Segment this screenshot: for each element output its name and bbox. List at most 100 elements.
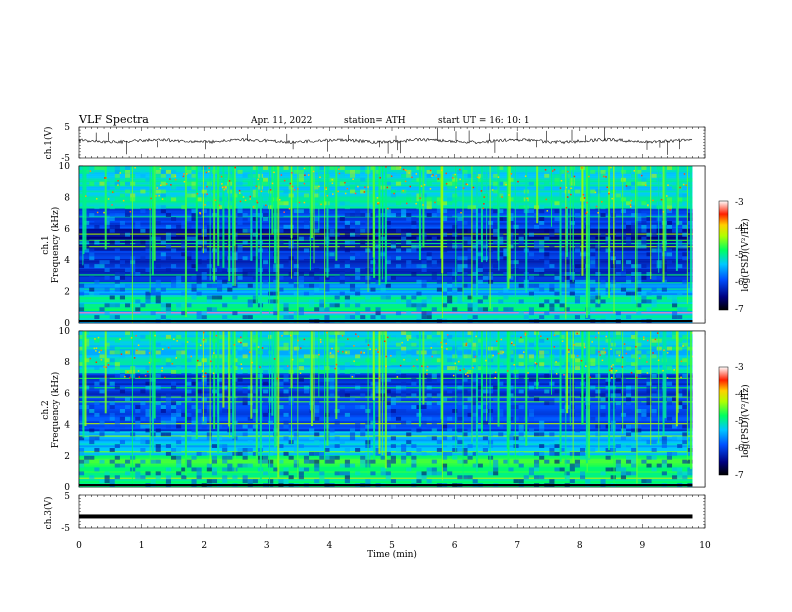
ch2-spectrogram-hot-pixel — [89, 357, 92, 360]
ch2-spectrogram-noise — [242, 331, 248, 335]
ch2-spectrogram-noise — [119, 409, 126, 413]
ch1-spectrogram-band — [79, 298, 693, 302]
ch1-spectrogram-noise — [493, 240, 499, 245]
ch1-spectrogram-noise — [79, 169, 85, 174]
ch1-spectrogram-noise — [641, 213, 647, 218]
ch2-spectrogram-noise — [176, 401, 182, 406]
ch2-spectrogram-noise — [666, 397, 673, 402]
ch1-spectrogram-sferic — [372, 166, 375, 258]
ch1-spectrogram-noise — [283, 311, 289, 316]
ch1-spectrogram-noise — [452, 307, 458, 312]
ch2-ytick-tick-label: 10 — [59, 327, 71, 337]
ch2-spectrogram-noise — [355, 471, 361, 476]
ch1-spectrogram-noise — [590, 244, 596, 249]
ch2-spectrogram-hot-pixel — [680, 360, 683, 363]
ch1-spectrogram-noise — [303, 283, 310, 288]
ch2-spectrogram-noise — [155, 342, 161, 347]
ch2-spectrogram-noise — [370, 459, 376, 464]
ch1-spectrogram-noise — [104, 287, 110, 292]
ch2-spectrogram-noise — [303, 389, 310, 394]
ch2-spectrogram-noise — [390, 358, 396, 363]
ch1-spectrogram-noise — [467, 240, 473, 245]
ch2-spectrogram-noise — [682, 334, 688, 339]
ch2-spectrogram-noise — [513, 405, 519, 409]
ch1-spectrogram-noise — [104, 303, 110, 308]
ch1-spectrogram-band — [79, 312, 693, 316]
ch1-spectrogram-noise — [99, 260, 105, 265]
ch2-spectrogram-noise — [534, 459, 540, 464]
ch1-spectrogram-noise — [646, 299, 652, 304]
ch1-spectrogram-noise — [104, 311, 110, 316]
ch2-spectrogram-noise — [247, 401, 253, 406]
ch1-spectrogram-noise — [431, 213, 437, 218]
ch1-spectrogram-hot-pixel — [560, 180, 563, 182]
ch2-spectrogram-noise — [247, 428, 253, 433]
ch2-spectrogram-noise — [222, 479, 228, 484]
ch2-spectrogram-noise — [610, 475, 616, 480]
ch2-spectrogram-noise — [171, 385, 177, 390]
ch2-spectrogram-hot-pixel — [355, 333, 357, 335]
ch1-spectrogram-noise — [201, 248, 207, 253]
ch1-spectrogram-noise — [656, 248, 662, 253]
ch1-spectrogram-sferic — [82, 166, 85, 254]
ch2-spectrogram-sferic — [232, 331, 235, 439]
ch1-spectrogram-noise — [252, 166, 258, 170]
ch1-spectrogram-noise — [84, 169, 90, 174]
ch2-spectrogram-ylabel-line2: Frequency (kHz) — [50, 372, 61, 449]
ch1-spectrogram-noise — [610, 283, 616, 288]
ch1-spectrogram-noise — [554, 169, 560, 174]
ch2-spectrogram-noise — [452, 397, 458, 402]
ch1-spectrogram-noise — [211, 283, 218, 288]
ch2-spectrogram-noise — [559, 409, 565, 413]
ch1-spectrogram-noise — [160, 169, 166, 174]
ch1-spectrogram-hot-pixel — [544, 169, 547, 171]
ch2-spectrogram-noise — [349, 397, 356, 402]
ch1-spectrogram-noise — [160, 252, 166, 257]
ch2-spectrogram-noise — [441, 354, 448, 359]
ch1-spectrogram-noise — [252, 189, 258, 194]
ch2-spectrogram-hot-pixel — [643, 338, 645, 341]
ch1-spectrogram-noise — [569, 220, 575, 225]
ch2-spectrogram-noise — [620, 444, 627, 448]
ch1-spectrogram-noise — [462, 256, 468, 261]
ch2-spectrogram-noise — [472, 420, 478, 425]
ch1-spectrogram-noise — [426, 169, 432, 174]
ch1-spectrogram-line — [79, 308, 693, 311]
ch2-spectrogram-noise — [467, 354, 473, 359]
ch2-spectrogram-noise — [155, 397, 161, 402]
ch2-spectrogram-noise — [217, 393, 223, 398]
ch1-spectrogram-hot-pixel — [454, 173, 456, 176]
ch1-spectrogram-noise — [528, 252, 534, 257]
ch2-spectrogram-sferic — [598, 331, 600, 452]
ch2-spectrogram-noise — [155, 416, 161, 421]
ch1-spectrogram-hot-pixel — [411, 176, 413, 179]
ch1-spectrogram-noise — [303, 248, 310, 253]
ch2-spectrogram-noise — [600, 471, 606, 476]
ch2-spectrogram-noise — [314, 451, 320, 456]
ch1-spectrogram-noise — [206, 264, 212, 269]
ch2-spectrogram-noise — [605, 455, 611, 460]
ch1-spectrogram-noise — [656, 260, 662, 265]
ch1-spectrogram-noise — [385, 209, 391, 214]
ch1-spectrogram-sferic — [551, 166, 553, 227]
ch1-spectrogram-noise — [539, 217, 545, 221]
ch1-spectrogram-noise — [436, 209, 442, 214]
ch1-spectrogram-noise — [278, 275, 284, 280]
ch1-spectrogram-noise — [672, 166, 678, 170]
ch1-spectrogram-noise — [411, 264, 417, 269]
ch2-spectrogram-noise — [426, 393, 432, 398]
ch2-spectrogram-noise — [539, 424, 545, 429]
ch2-spectrogram-noise — [263, 416, 269, 421]
ch2-spectrogram-noise — [426, 334, 432, 339]
ch1-spectrogram-noise — [109, 295, 115, 300]
ch1-spectrogram-noise — [513, 181, 519, 186]
ch1-spectrogram-hot-pixel — [273, 171, 275, 174]
ch1-spectrogram-noise — [406, 177, 412, 182]
ch1-spectrogram-noise — [677, 291, 683, 296]
ch2-spectrogram-noise — [467, 444, 473, 448]
ch2-spectrogram-noise — [431, 370, 437, 374]
x-tick-label: 8 — [577, 541, 583, 551]
ch2-spectrogram-hot-pixel — [351, 376, 354, 378]
ch1-spectrogram-noise — [574, 295, 581, 300]
ch1-spectrogram-hot-pixel — [510, 173, 513, 175]
